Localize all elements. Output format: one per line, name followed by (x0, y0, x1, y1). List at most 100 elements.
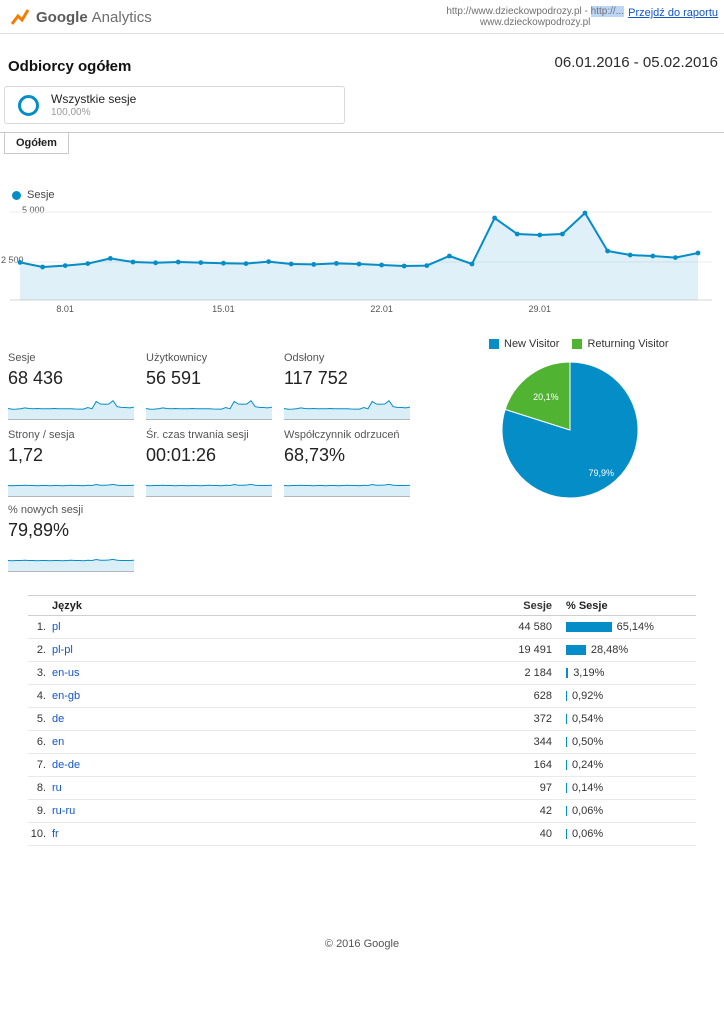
row-percent-cell: 0,50% (552, 736, 696, 748)
language-link[interactable]: de-de (52, 759, 81, 771)
row-percent-cell: 0,06% (552, 805, 696, 817)
svg-text:22.01: 22.01 (370, 304, 393, 314)
language-link[interactable]: pl-pl (52, 644, 73, 656)
row-sessions: 97 (539, 782, 552, 794)
row-percent-cell: 0,14% (552, 782, 696, 794)
svg-text:20,1%: 20,1% (533, 392, 559, 402)
date-range: 06.01.2016 - 05.02.2016 (554, 54, 718, 71)
row-percent-cell: 65,14% (552, 621, 696, 633)
visitor-type-pie-chart: 79,9% 20,1% (501, 361, 639, 499)
language-link[interactable]: ru-ru (52, 805, 76, 817)
row-percent-cell: 3,19% (552, 667, 696, 679)
sessions-legend-label: Sesje (27, 189, 55, 201)
legend-label-returning-visitor: Returning Visitor (587, 338, 669, 350)
visitor-type-legend: New Visitor Returning Visitor (489, 338, 682, 350)
percent-bar-icon (566, 691, 567, 701)
metric-label: Strony / sesja (8, 429, 75, 441)
language-link[interactable]: en (52, 736, 65, 748)
metric-value: 117 752 (284, 368, 348, 388)
header-bar: Google Analytics http://www.dzieckowpodr… (0, 0, 724, 34)
row-percent-cell: 0,54% (552, 713, 696, 725)
row-percent: 0,06% (572, 805, 604, 817)
svg-text:29.01: 29.01 (529, 304, 552, 314)
tab-divider (0, 132, 724, 133)
logo-text-analytics: Analytics (91, 8, 152, 26)
row-rank: 4. (36, 690, 46, 702)
row-sessions: 164 (533, 759, 552, 771)
row-sessions: 2 184 (524, 667, 552, 679)
metric-card-bounce-rate: Współczynnik odrzuceń 68,73% (284, 429, 416, 498)
row-rank: 2. (36, 644, 46, 656)
table-row: 2. pl-pl 19 491 28,48% (28, 639, 696, 662)
row-rank: 8. (36, 782, 46, 794)
table-row: 6. en 344 0,50% (28, 731, 696, 754)
row-percent: 65,14% (616, 621, 654, 633)
metric-sparkline (8, 483, 134, 497)
table-row: 8. ru 97 0,14% (28, 777, 696, 800)
segment-all-sessions[interactable]: Wszystkie sesje 100,00% (4, 86, 345, 124)
metric-sparkline (8, 399, 134, 420)
metrics-summary: Sesje 68 436 Użytkownicy 56 591 Odsłony … (8, 352, 438, 577)
language-table-header: Język Sesje % Sesje (28, 595, 696, 616)
table-row: 4. en-gb 628 0,92% (28, 685, 696, 708)
header-percent: % Sesje (566, 599, 608, 612)
row-rank: 3. (36, 667, 46, 679)
row-rank: 7. (36, 759, 46, 771)
table-row: 3. en-us 2 184 3,19% (28, 662, 696, 685)
language-link[interactable]: en-gb (52, 690, 81, 702)
row-sessions: 42 (539, 805, 552, 817)
row-sessions: 40 (539, 828, 552, 840)
metric-value: 56 591 (146, 368, 202, 388)
row-percent: 0,14% (572, 782, 604, 794)
row-percent-cell: 28,48% (552, 644, 696, 656)
copyright-footer: © 2016 Google (324, 938, 400, 950)
metric-card-avg-session-duration: Śr. czas trwania sesji 00:01:26 (146, 429, 278, 498)
property-url-truncated: http://... (590, 6, 624, 17)
metric-label: % nowych sesji (8, 504, 84, 516)
sessions-legend-dot-icon (12, 190, 21, 200)
metric-label: Współczynnik odrzuceń (284, 429, 400, 441)
header-language: Język (52, 599, 82, 612)
legend-label-new-visitor: New Visitor (504, 338, 560, 350)
percent-bar-icon (566, 783, 567, 793)
metric-value: 00:01:26 (146, 445, 217, 465)
go-to-report-link[interactable]: Przejdź do raportu (628, 7, 718, 19)
analytics-chart-icon (10, 7, 30, 27)
language-link[interactable]: pl (52, 621, 61, 633)
metric-label: Sesje (8, 352, 36, 364)
logo-text-google: Google (36, 8, 88, 26)
percent-bar-icon (566, 668, 569, 678)
language-table: Język Sesje % Sesje 1. pl 44 580 65,14% 2. pl… (28, 595, 696, 846)
language-link[interactable]: en-us (52, 667, 80, 679)
metric-card-new-sessions: % nowych sesji 79,89% (8, 504, 140, 573)
percent-bar-icon (566, 760, 567, 770)
row-percent: 0,92% (572, 690, 604, 702)
row-percent: 0,50% (572, 736, 604, 748)
language-link[interactable]: fr (52, 828, 59, 840)
row-sessions: 372 (533, 713, 552, 725)
page-title: Odbiorcy ogółem (8, 58, 132, 75)
language-link[interactable]: ru (52, 782, 62, 794)
y-axis-tick-5000: 5 000 (22, 205, 45, 215)
legend-item-new-visitor: New Visitor (489, 338, 559, 350)
sessions-legend: Sesje (12, 189, 55, 201)
new-visitor-swatch-icon (489, 339, 499, 349)
row-percent: 0,54% (572, 713, 604, 725)
row-percent-cell: 0,92% (552, 690, 696, 702)
row-sessions: 344 (533, 736, 552, 748)
tab-ogolem[interactable]: Ogółem (4, 133, 69, 154)
metric-value: 79,89% (8, 520, 70, 540)
row-sessions: 19 491 (518, 644, 552, 656)
percent-bar-icon (566, 714, 567, 724)
row-rank: 1. (36, 621, 46, 633)
percent-bar-icon (566, 737, 567, 747)
metric-card-users: Użytkownicy 56 591 (146, 352, 278, 421)
metric-sparkline (146, 399, 272, 420)
metric-sparkline (284, 399, 410, 420)
segment-donut-icon (18, 95, 39, 116)
language-link[interactable]: de (52, 713, 65, 725)
returning-visitor-swatch-icon (572, 339, 583, 349)
table-row: 5. de 372 0,54% (28, 708, 696, 731)
metric-card-pageviews: Odsłony 117 752 (284, 352, 416, 421)
